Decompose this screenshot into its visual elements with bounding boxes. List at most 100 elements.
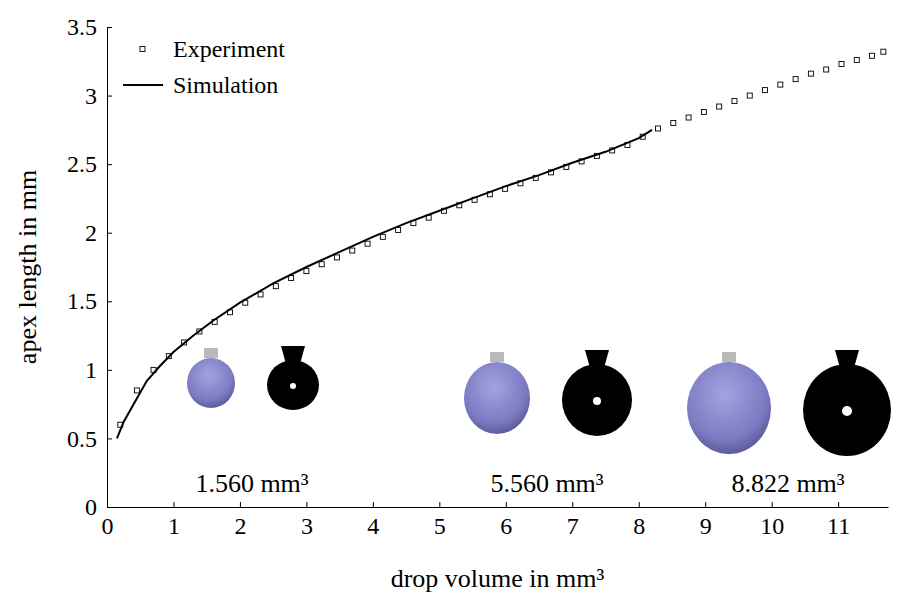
legend: Experiment Simulation [123, 36, 285, 98]
x-tick: 3 [301, 502, 313, 539]
y-tick-mark [107, 438, 112, 439]
x-tick-mark [373, 502, 374, 507]
legend-swatch [123, 84, 163, 86]
experiment-point [273, 284, 278, 289]
x-tick-label: 8 [633, 513, 645, 539]
chart: 0123456789101100.511.522.533.51.560 mm³5… [0, 0, 907, 599]
legend-swatch [140, 47, 145, 52]
nozzle [722, 352, 736, 362]
y-axis-line [107, 28, 108, 508]
x-tick-mark [705, 502, 706, 507]
x-tick-label: 9 [700, 513, 712, 539]
simulated-drop [187, 358, 235, 408]
silhouette-drop [562, 364, 632, 436]
x-tick: 7 [567, 502, 579, 539]
y-tick-mark [107, 164, 112, 165]
experiment-point [671, 121, 676, 126]
x-tick-label: 0 [102, 513, 114, 539]
experiment-point [380, 234, 385, 239]
x-tick: 9 [700, 502, 712, 539]
y-tick-label: 1 [85, 357, 97, 383]
drop-insets [187, 346, 891, 456]
x-tick: 0 [102, 502, 114, 539]
experiment-point [350, 248, 355, 253]
y-tick: 3.5 [67, 14, 112, 40]
x-tick-label: 11 [827, 513, 850, 539]
x-tick-mark [572, 502, 573, 507]
simulation-line [117, 130, 652, 439]
y-tick: 3 [85, 83, 112, 109]
y-tick: 0 [85, 494, 112, 520]
x-tick-label: 10 [760, 513, 784, 539]
experiment-point [747, 93, 752, 98]
x-tick: 10 [760, 502, 784, 539]
experiment-point [732, 99, 737, 104]
x-tick-mark [240, 502, 241, 507]
y-tick-label: 0.5 [67, 426, 97, 452]
y-tick-label: 1.5 [67, 288, 97, 314]
x-tick-label: 2 [234, 513, 246, 539]
experiment-point [365, 241, 370, 246]
y-tick-label: 0 [85, 494, 97, 520]
x-tick-label: 6 [500, 513, 512, 539]
experiment-point [304, 269, 309, 274]
y-tick-label: 3 [85, 83, 97, 109]
y-tick-mark [107, 507, 112, 508]
experiment-point [717, 104, 722, 109]
silhouette-drop [803, 364, 891, 456]
experiment-point [396, 227, 401, 232]
y-tick-mark [107, 370, 112, 371]
experiment-point [870, 53, 875, 58]
nozzle [490, 352, 504, 362]
y-tick: 2.5 [67, 151, 112, 177]
y-tick-mark [107, 233, 112, 234]
y-tick-mark [107, 301, 112, 302]
experiment-point [824, 67, 829, 72]
x-tick-label: 4 [367, 513, 379, 539]
x-tick: 4 [367, 502, 379, 539]
legend-label: Experiment [173, 36, 285, 62]
y-tick: 0.5 [67, 426, 112, 452]
y-tick-mark [107, 96, 112, 97]
silhouette-highlight [290, 383, 296, 389]
y-tick-label: 3.5 [67, 14, 97, 40]
experiment-point [854, 57, 859, 62]
drop-inset [464, 350, 632, 436]
x-tick-label: 5 [434, 513, 446, 539]
nozzle [204, 348, 218, 358]
annotation: 1.560 mm³ [195, 469, 308, 498]
experiment-point [656, 126, 661, 131]
x-tick: 5 [434, 502, 446, 539]
y-axis: 00.511.522.533.5 [67, 14, 112, 520]
x-tick-label: 7 [567, 513, 579, 539]
y-tick-mark [107, 27, 112, 28]
experiment-point [334, 255, 339, 260]
x-tick: 2 [234, 502, 246, 539]
experiment-point [881, 49, 886, 54]
legend-label: Simulation [173, 72, 278, 98]
experiment-point [701, 110, 706, 115]
annotation: 8.822 mm³ [731, 469, 844, 498]
marks [117, 49, 886, 438]
x-tick: 11 [827, 502, 850, 539]
x-tick-label: 1 [168, 513, 180, 539]
experiment-point [808, 71, 813, 76]
y-axis-title: apex length in mm [13, 170, 42, 364]
x-axis-title: drop volume in mm³ [391, 564, 605, 593]
x-tick: 1 [168, 502, 180, 539]
drop-inset [187, 346, 319, 410]
drop-inset [687, 350, 891, 456]
simulated-drop [687, 362, 771, 454]
x-tick-mark [506, 502, 507, 507]
y-tick: 1 [85, 357, 112, 383]
experiment-point [793, 77, 798, 82]
experiment-point [686, 115, 691, 120]
silhouette-highlight [593, 397, 601, 405]
simulated-drop [464, 362, 530, 434]
x-tick-mark [306, 502, 307, 507]
x-tick-mark [838, 502, 839, 507]
plot: 0123456789101100.511.522.533.51.560 mm³5… [67, 14, 891, 539]
experiment-point [134, 388, 139, 393]
experiment-point [839, 62, 844, 67]
experiment-point [319, 262, 324, 267]
